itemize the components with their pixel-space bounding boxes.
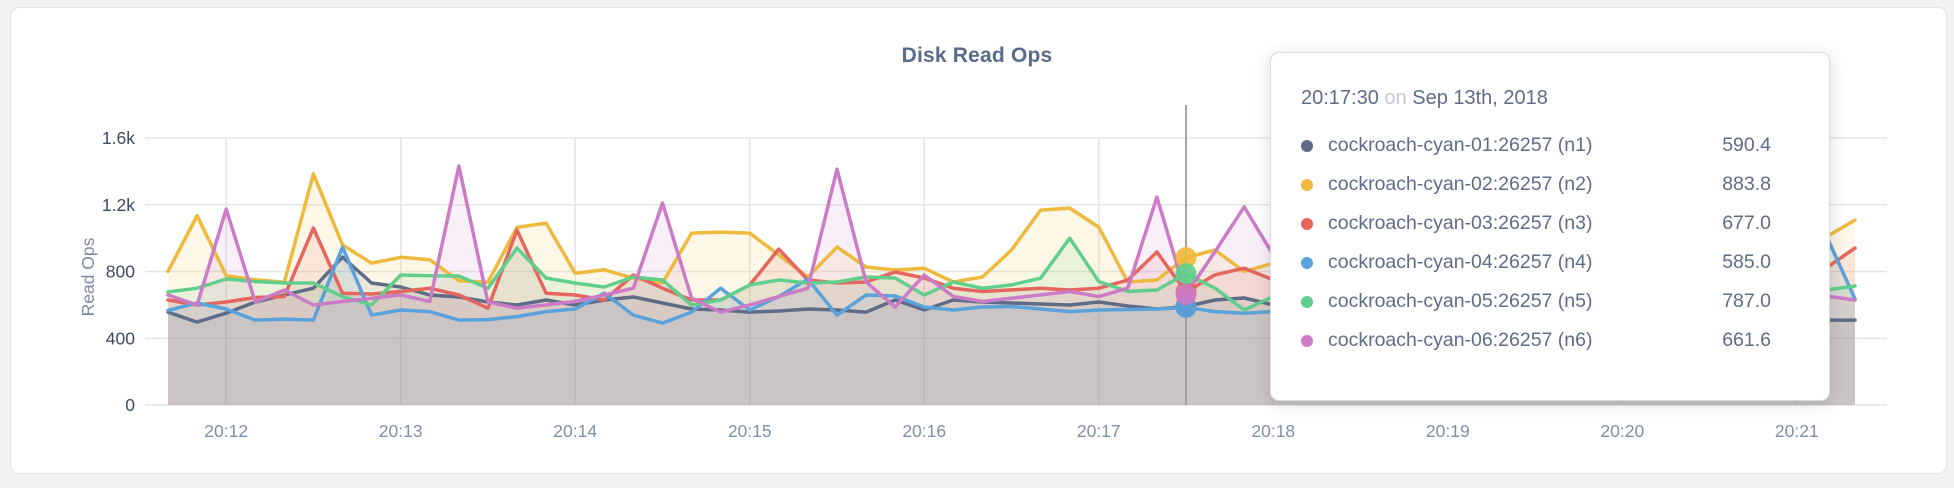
series-value: 585.0 (1722, 251, 1771, 273)
series-color-dot (1301, 178, 1313, 191)
tooltip-series-row: cockroach-cyan-05:26257 (n5) 787.0 (1301, 282, 1771, 321)
series-label: cockroach-cyan-06:26257 (n6) (1328, 329, 1593, 351)
tooltip-on-word: on (1384, 87, 1407, 109)
series-value: 661.6 (1722, 329, 1771, 351)
tooltip-date: Sep 13th, 2018 (1412, 87, 1548, 109)
tooltip-series-row: cockroach-cyan-06:26257 (n6) 661.6 (1301, 321, 1771, 360)
series-color-dot (1301, 139, 1313, 152)
hover-tooltip: 20:17:30 on Sep 13th, 2018 cockroach-cya… (1270, 52, 1830, 401)
series-color-dot (1301, 217, 1313, 230)
tooltip-series-row: cockroach-cyan-04:26257 (n4) 585.0 (1301, 243, 1771, 282)
chart-title: Disk Read Ops (901, 44, 1053, 67)
series-label: cockroach-cyan-02:26257 (n2) (1328, 173, 1593, 195)
series-label: cockroach-cyan-05:26257 (n5) (1328, 290, 1593, 312)
series-value: 883.8 (1722, 173, 1771, 195)
tooltip-series-row: cockroach-cyan-01:26257 (n1) 590.4 (1301, 126, 1771, 165)
series-label: cockroach-cyan-01:26257 (n1) (1328, 134, 1593, 156)
series-value: 590.4 (1722, 134, 1771, 156)
tooltip-series-row: cockroach-cyan-03:26257 (n3) 677.0 (1301, 204, 1771, 243)
series-color-dot (1301, 334, 1313, 347)
tooltip-time: 20:17:30 (1301, 87, 1379, 109)
series-label: cockroach-cyan-03:26257 (n3) (1328, 212, 1593, 234)
series-label: cockroach-cyan-04:26257 (n4) (1328, 251, 1593, 273)
series-value: 677.0 (1722, 212, 1771, 234)
y-axis-label: Read Ops (78, 237, 98, 317)
series-color-dot (1301, 295, 1313, 308)
series-value: 787.0 (1722, 290, 1771, 312)
tooltip-series-row: cockroach-cyan-02:26257 (n2) 883.8 (1301, 165, 1771, 204)
tooltip-header: 20:17:30 on Sep 13th, 2018 (1301, 87, 1771, 110)
series-color-dot (1301, 256, 1313, 269)
